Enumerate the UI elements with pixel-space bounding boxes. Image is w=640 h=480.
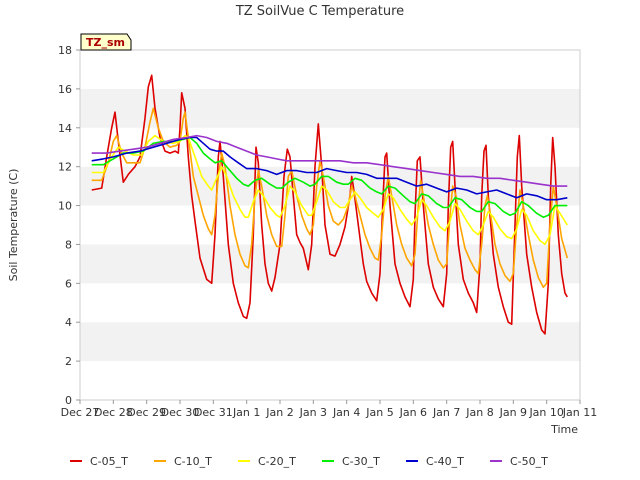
y-tick-label: 6 xyxy=(65,277,72,290)
plot-frame xyxy=(79,49,581,401)
y-axis-label: Soil Temperature (C) xyxy=(7,169,20,282)
x-tick-label: Jan 1 xyxy=(232,406,260,419)
legend-label: C-05_T xyxy=(90,455,128,468)
station-badge: TZ_sm xyxy=(80,33,132,51)
x-tick-label: Jan 10 xyxy=(528,406,563,419)
x-tick-label: Dec 30 xyxy=(161,406,200,419)
plot-band xyxy=(80,283,580,323)
series-line-c-30-t xyxy=(91,136,568,218)
y-tick-label: 12 xyxy=(58,161,72,174)
legend-label: C-50_T xyxy=(510,455,548,468)
x-tick-label: Jan 11 xyxy=(562,406,597,419)
x-tick-label: Jan 6 xyxy=(399,406,427,419)
x-tick-label: Dec 27 xyxy=(61,406,100,419)
x-tick-label: Jan 8 xyxy=(465,406,493,419)
y-tick-label: 10 xyxy=(58,200,72,213)
y-tick-label: 0 xyxy=(65,394,72,407)
plot-band xyxy=(80,50,580,89)
series-line-c-05-t xyxy=(91,74,568,335)
x-tick-label: Jan 7 xyxy=(432,406,460,419)
y-tick-label: 18 xyxy=(58,44,72,57)
x-tick-label: Dec 29 xyxy=(127,406,166,419)
legend-item: C-40_T xyxy=(406,455,464,468)
x-tick-label: Jan 5 xyxy=(365,406,393,419)
y-axis-ticks: 0 2 4 6 8 10 12 14 16 18 xyxy=(58,44,80,407)
station-badge-box xyxy=(80,33,132,51)
x-tick-label: Dec 28 xyxy=(94,406,133,419)
y-tick-label: 4 xyxy=(65,316,72,329)
plot-band xyxy=(80,322,580,362)
legend-label: C-30_T xyxy=(342,455,380,468)
x-tick-label: Jan 4 xyxy=(332,406,360,419)
plot-band xyxy=(80,166,580,206)
legend-item: C-30_T xyxy=(322,455,380,468)
y-tick-label: 16 xyxy=(58,83,72,96)
x-tick-label: Dec 31 xyxy=(194,406,233,419)
x-tick-label: Jan 3 xyxy=(299,406,327,419)
legend: C-05_T C-10_T C-20_T C-30_T C-40_T C-50_T xyxy=(70,455,548,468)
series-line-c-20-t xyxy=(91,134,568,246)
series-lines xyxy=(91,74,569,335)
plot-band xyxy=(80,361,580,400)
plot-band xyxy=(80,88,580,128)
legend-item: C-50_T xyxy=(490,455,548,468)
x-axis-label: Time xyxy=(550,423,578,436)
y-tick-label: 8 xyxy=(65,238,72,251)
x-tick-label: Jan 9 xyxy=(499,406,527,419)
series-line-c-10-t xyxy=(91,107,569,288)
legend-item: C-10_T xyxy=(154,455,212,468)
legend-label: C-20_T xyxy=(258,455,296,468)
x-tick-label: Jan 2 xyxy=(265,406,293,419)
legend-item: C-05_T xyxy=(70,455,128,468)
legend-item: C-20_T xyxy=(238,455,296,468)
series-line-c-50-t xyxy=(91,134,568,187)
station-label: TZ_sm xyxy=(86,36,125,49)
y-tick-label: 14 xyxy=(58,122,72,135)
legend-label: C-10_T xyxy=(174,455,212,468)
y-tick-label: 2 xyxy=(65,355,72,368)
chart-title: TZ SoilVue C Temperature xyxy=(235,4,404,19)
legend-label: C-40_T xyxy=(426,455,464,468)
